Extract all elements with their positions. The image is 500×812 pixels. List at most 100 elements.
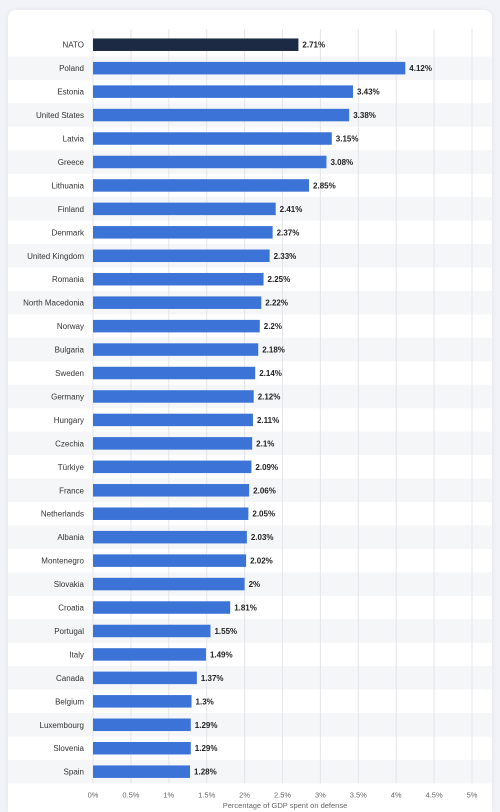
x-tick-label: 2%: [239, 790, 250, 799]
x-tick-label: 4%: [391, 790, 402, 799]
bar[interactable]: [93, 85, 353, 98]
value-label: 3.38%: [353, 111, 376, 120]
bar[interactable]: [93, 343, 259, 356]
category-label: Latvia: [63, 135, 85, 144]
bar[interactable]: [93, 765, 191, 778]
bar[interactable]: [93, 741, 191, 755]
bars: [93, 38, 406, 778]
category-label: Netherlands: [41, 510, 84, 519]
category-label: Italy: [69, 650, 84, 659]
bar[interactable]: [93, 38, 299, 51]
category-label: Norway: [57, 322, 84, 331]
x-axis-title: Percentage of GDP spent on defense: [223, 801, 348, 810]
bar[interactable]: [93, 437, 253, 450]
value-label: 1.37%: [201, 674, 224, 683]
value-label: 1.3%: [196, 697, 214, 706]
bar[interactable]: [93, 601, 231, 614]
bar[interactable]: [93, 413, 253, 427]
category-label: Croatia: [58, 604, 84, 613]
bar[interactable]: [93, 577, 245, 591]
value-label: 3.15%: [336, 135, 359, 144]
value-label: 2%: [249, 580, 261, 589]
bar[interactable]: [93, 61, 406, 75]
bar[interactable]: [93, 226, 273, 239]
x-tick-label: 0.5%: [122, 790, 139, 799]
category-label: United States: [36, 111, 84, 120]
value-label: 2.22%: [265, 299, 288, 308]
x-tick-label: 1%: [163, 790, 174, 799]
bar[interactable]: [93, 624, 211, 638]
value-label: 1.28%: [194, 768, 217, 777]
category-label: Estonia: [57, 88, 84, 97]
value-label: 2.33%: [274, 252, 297, 261]
bar[interactable]: [93, 554, 247, 567]
value-label: 2.11%: [257, 416, 279, 425]
bar[interactable]: [93, 249, 270, 263]
bar[interactable]: [93, 390, 254, 403]
value-label: 1.55%: [214, 627, 237, 636]
bar[interactable]: [93, 202, 276, 216]
x-tick-label: 2.5%: [274, 790, 291, 799]
bar[interactable]: [93, 695, 192, 708]
value-label: 2.09%: [255, 463, 278, 472]
category-label: Slovenia: [53, 744, 84, 753]
category-label: Luxembourg: [40, 721, 84, 730]
category-label: North Macedonia: [23, 299, 84, 308]
value-label: 1.29%: [195, 744, 218, 753]
category-label: Canada: [56, 674, 85, 683]
value-label: 2.12%: [258, 392, 281, 401]
bar[interactable]: [93, 272, 264, 286]
bar[interactable]: [93, 366, 256, 380]
value-label: 3.43%: [357, 88, 380, 97]
value-label: 2.25%: [268, 275, 291, 284]
bar[interactable]: [93, 179, 310, 192]
value-label: 2.2%: [264, 322, 282, 331]
category-label: Greece: [58, 158, 85, 167]
category-label: Albania: [57, 533, 84, 542]
x-tick-label: 3.5%: [350, 790, 367, 799]
category-label: Slovakia: [54, 580, 85, 589]
x-tick-label: 4.5%: [426, 790, 443, 799]
value-labels: 2.71% 4.12% 3.43% 3.38% 3.15% 3.08% 2.85% 2.41%…: [194, 41, 432, 777]
category-label: Romania: [52, 275, 85, 284]
bar[interactable]: [93, 155, 327, 169]
x-tick-label: 0%: [88, 790, 99, 799]
category-label: Lithuania: [52, 181, 85, 190]
bar[interactable]: [93, 108, 350, 122]
category-label: Belgium: [55, 697, 84, 706]
bar[interactable]: [93, 718, 191, 732]
value-label: 2.85%: [313, 181, 336, 190]
category-label: Czechia: [55, 439, 84, 448]
value-label: 2.05%: [252, 510, 275, 519]
category-label: United Kingdom: [27, 252, 84, 261]
bar[interactable]: [93, 530, 247, 544]
bar[interactable]: [93, 671, 197, 685]
value-label: 2.1%: [256, 439, 274, 448]
x-tick-label: 3%: [315, 790, 326, 799]
value-label: 4.12%: [409, 64, 432, 73]
bar[interactable]: [93, 460, 252, 474]
category-label: Finland: [58, 205, 84, 214]
value-label: 2.37%: [277, 228, 300, 237]
value-label: 2.14%: [259, 369, 282, 378]
category-label: Portugal: [54, 627, 84, 636]
bar-chart: NATO Poland Estonia United States Latvia Gree…: [8, 29, 492, 810]
category-label: Hungary: [54, 416, 84, 425]
value-label: 1.29%: [195, 721, 218, 730]
bar[interactable]: [93, 484, 250, 497]
value-label: 2.41%: [280, 205, 303, 214]
bar[interactable]: [93, 319, 260, 333]
bar[interactable]: [93, 648, 206, 661]
x-axis-ticks: 0% 0.5% 1% 1.5% 2% 2.5% 3% 3.5% 4% 4.5% 5%: [88, 790, 478, 799]
category-label: NATO: [63, 41, 84, 50]
value-label: 3.08%: [330, 158, 353, 167]
bar[interactable]: [93, 296, 262, 309]
bar[interactable]: [93, 132, 332, 145]
value-label: 1.81%: [234, 604, 257, 613]
x-tick-label: 1.5%: [198, 790, 215, 799]
value-label: 2.06%: [253, 486, 276, 495]
category-label: Türkiye: [58, 463, 85, 472]
bar[interactable]: [93, 507, 249, 520]
chart-card: NATO Poland Estonia United States Latvia Gree…: [8, 10, 492, 812]
category-label: Poland: [59, 64, 84, 73]
